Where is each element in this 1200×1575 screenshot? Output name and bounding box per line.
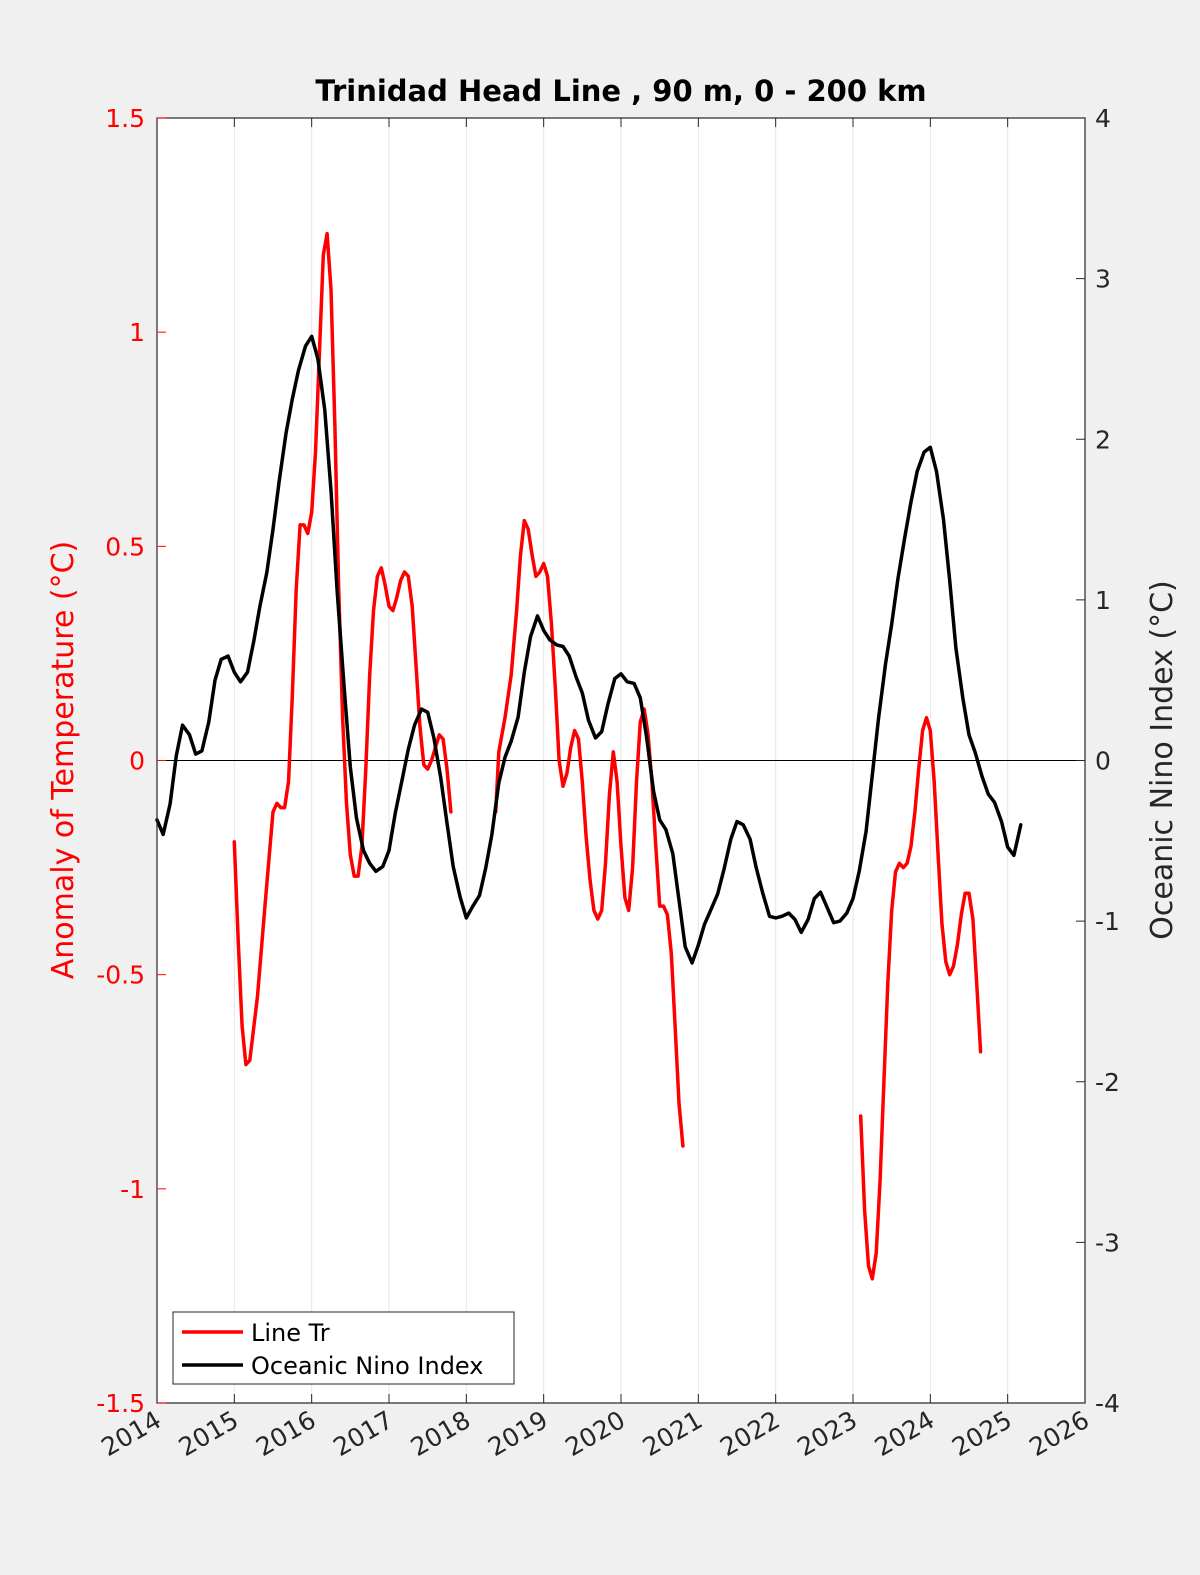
y2-tick-label: -4	[1095, 1389, 1120, 1418]
series-oceanic-nino-index	[155, 334, 1023, 965]
series-lines	[155, 231, 1023, 1281]
y2-tick-label: 0	[1095, 747, 1111, 776]
y2-tick-label: 2	[1095, 425, 1111, 454]
series-line-tr	[858, 715, 983, 1281]
left-y-axis-label: Anomaly of Temperature (°C)	[46, 541, 81, 980]
y2-tick-label: 3	[1095, 265, 1111, 294]
y-tick-label: -1	[120, 1175, 145, 1204]
y-tick-label: 1	[129, 318, 145, 347]
legend-label-oni: Oceanic Nino Index	[251, 1352, 483, 1380]
left-y-axis-ticks: -1.5 -1 -0.5 0 0.5 1 1.5	[96, 104, 166, 1418]
y2-tick-label: -2	[1095, 1068, 1120, 1097]
y-tick-label: -1.5	[96, 1389, 145, 1418]
legend: Line Tr Oceanic Nino Index	[172, 1311, 515, 1385]
y2-tick-label: -3	[1095, 1228, 1120, 1257]
legend-box	[172, 1311, 515, 1385]
series-line-tr	[232, 231, 453, 1067]
y-tick-label: 0.5	[105, 532, 145, 561]
y-tick-label: 0	[129, 747, 145, 776]
y-tick-label: 1.5	[105, 104, 145, 133]
y2-tick-label: 1	[1095, 586, 1111, 615]
y2-tick-label: -1	[1095, 907, 1120, 936]
legend-label-line-tr: Line Tr	[251, 1319, 330, 1347]
chart-title: Trinidad Head Line , 90 m, 0 - 200 km	[315, 74, 926, 108]
right-y-axis-label: Oceanic Nino Index (°C)	[1145, 580, 1180, 940]
y2-tick-label: 4	[1095, 104, 1111, 133]
y-tick-label: -0.5	[96, 961, 145, 990]
right-y-axis-ticks: -4 -3 -2 -1 0 1 2 3 4	[1076, 104, 1120, 1418]
